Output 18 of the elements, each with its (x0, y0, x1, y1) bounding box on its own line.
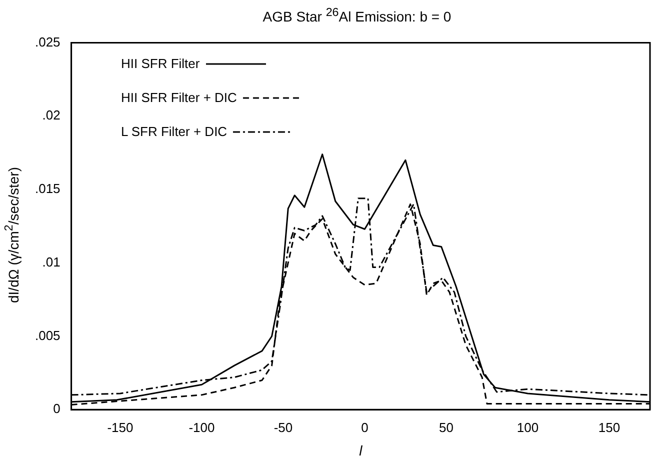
y-tick-label: 0 (53, 401, 60, 416)
x-tick-label: -100 (188, 420, 215, 435)
legend-label: HII SFR Filter (121, 56, 200, 71)
legend-label: L SFR Filter + DIC (121, 124, 228, 139)
legend-label: HII SFR Filter + DIC (121, 90, 237, 105)
x-tick-label: -50 (274, 420, 293, 435)
y-tick-label: .015 (34, 181, 60, 196)
x-tick-label: 100 (516, 420, 539, 435)
x-tick-label: -150 (107, 420, 134, 435)
x-tick-label: 50 (439, 420, 454, 435)
y-tick-label: .025 (34, 34, 60, 50)
y-tick-label: .01 (42, 254, 60, 270)
x-tick-label: 150 (598, 420, 620, 435)
y-tick-label: .005 (34, 328, 60, 343)
y-tick-label: .02 (42, 108, 60, 123)
x-tick-label: 0 (361, 420, 368, 435)
chart-title: AGB Star $^{26}$Al Emission: b = 0 (262, 6, 452, 25)
x-axis-title: l (359, 442, 364, 458)
